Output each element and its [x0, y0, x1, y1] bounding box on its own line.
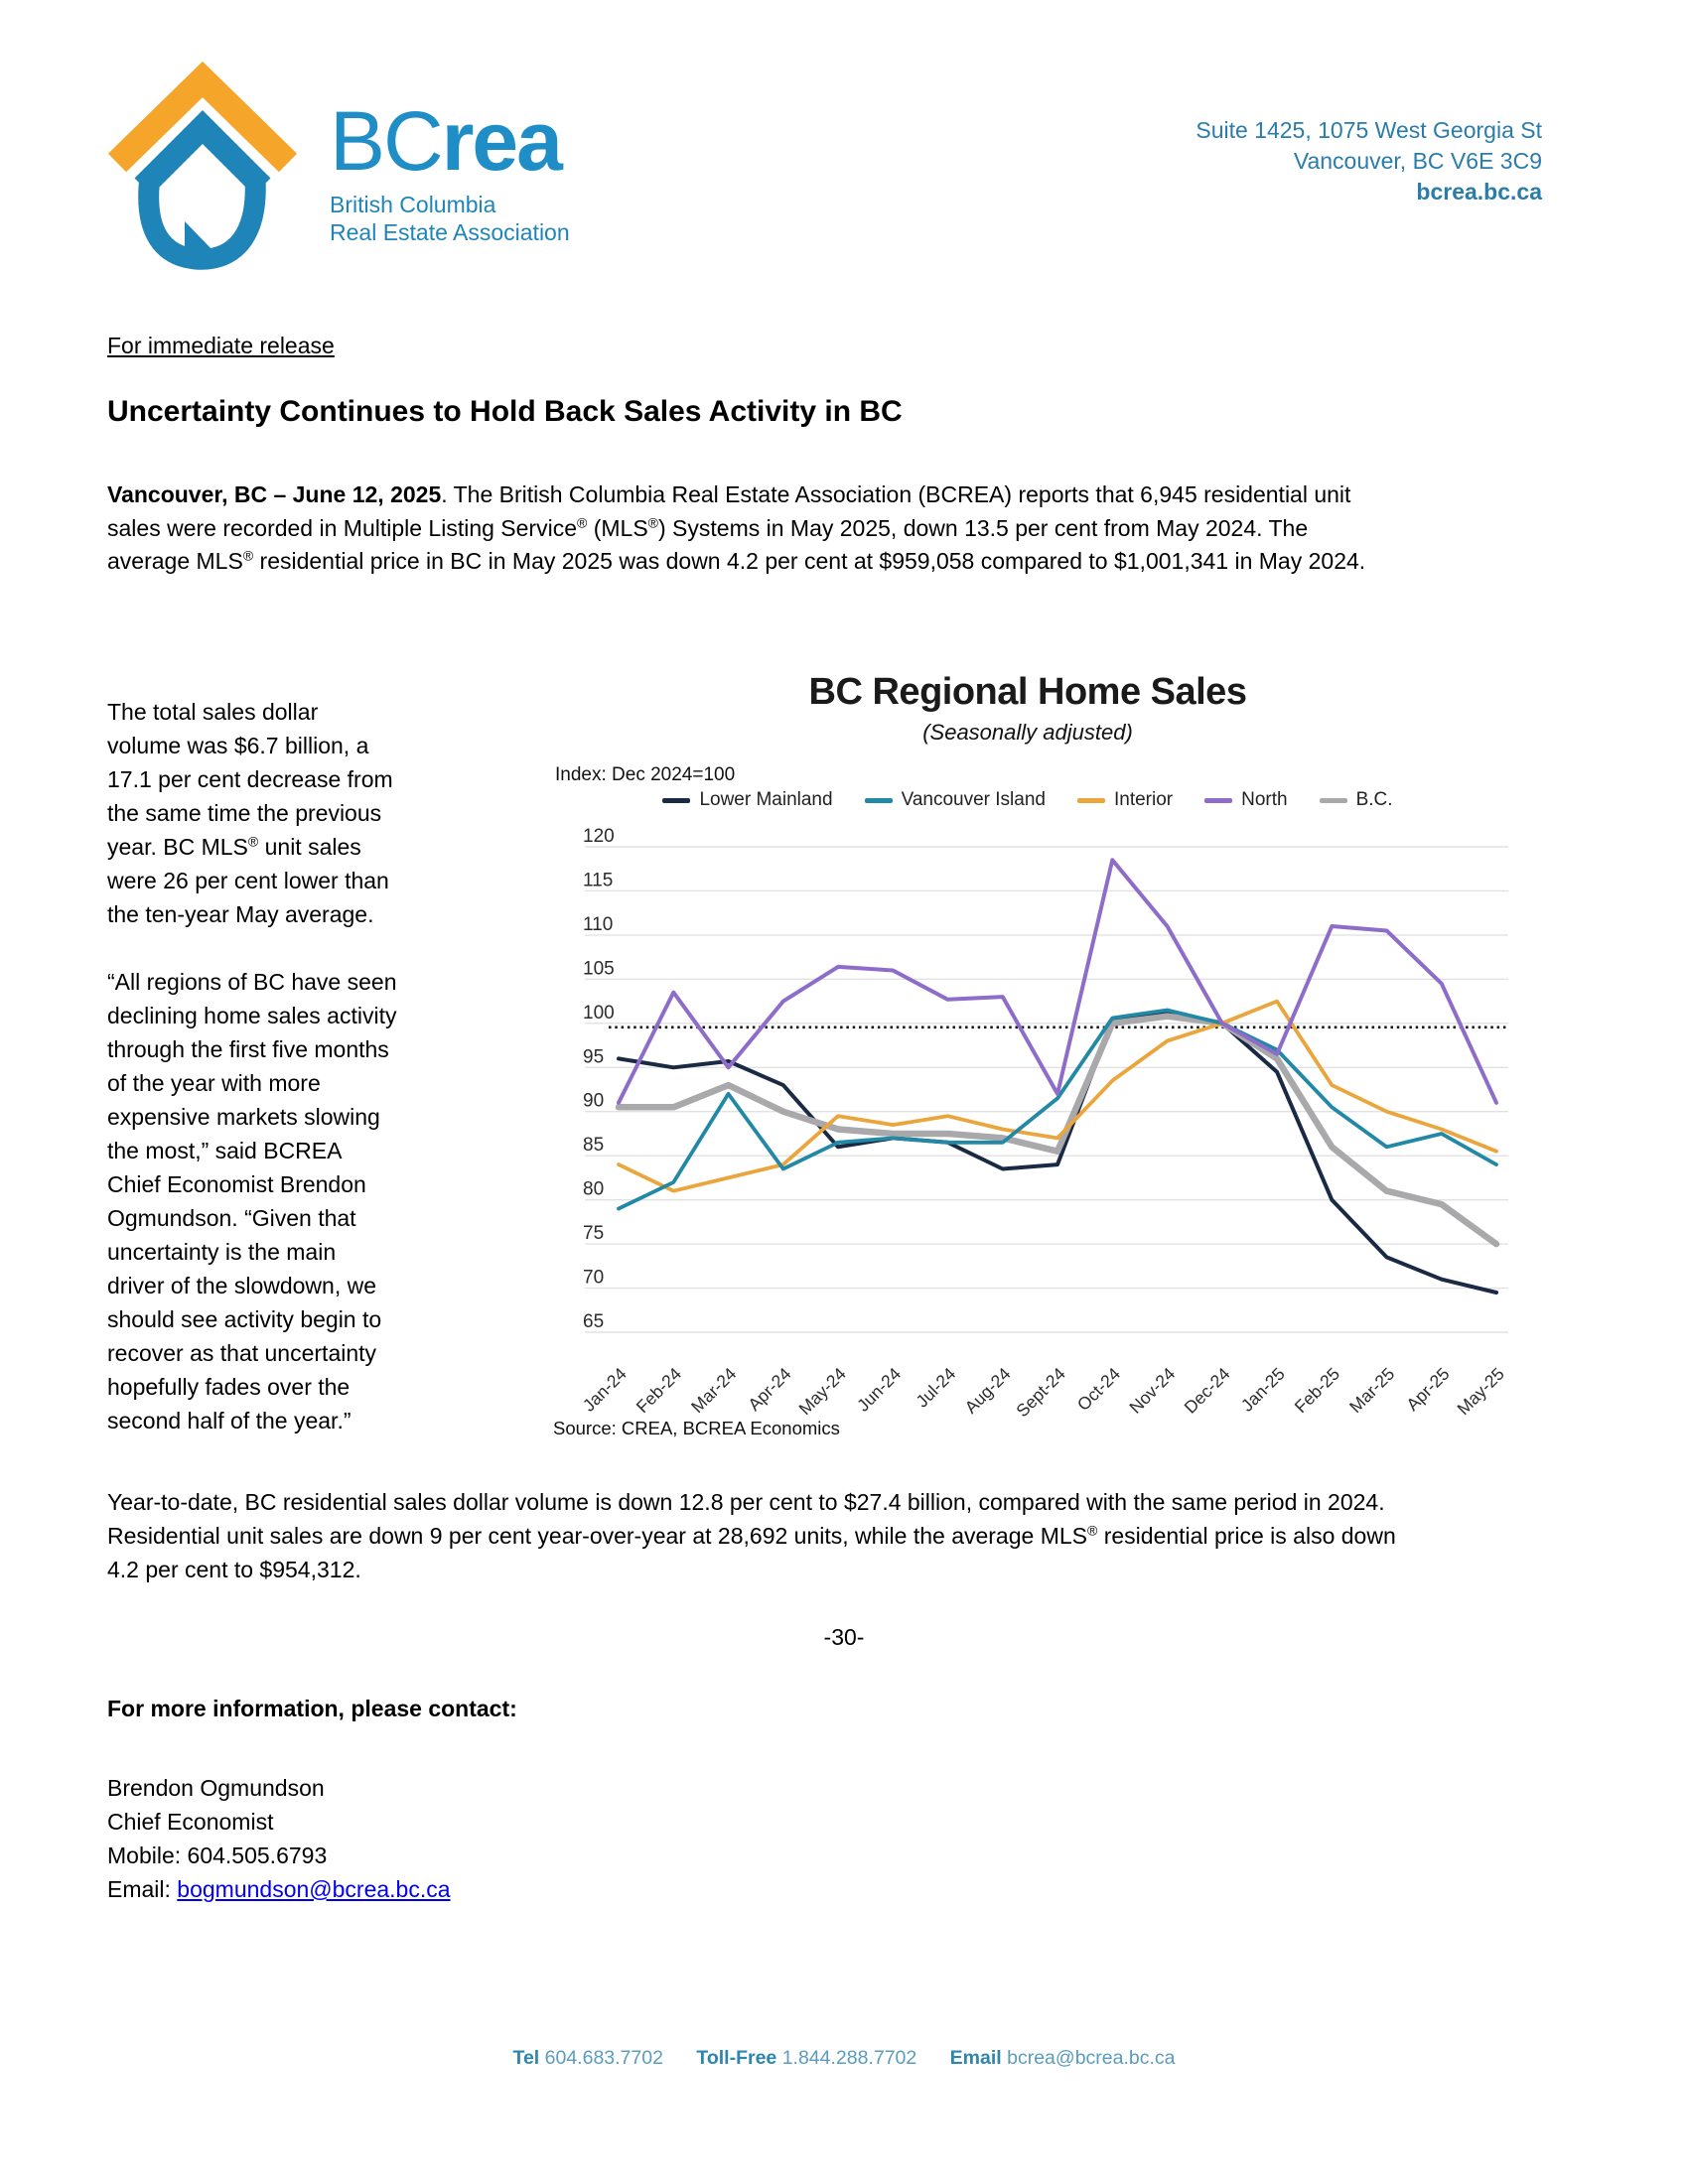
bcrea-logo-text: BCrea British Columbia Real Estate Assoc… [330, 58, 570, 246]
address-line1: Suite 1425, 1075 West Georgia St [1196, 117, 1542, 143]
svg-text:Nov-24: Nov-24 [1125, 1364, 1179, 1418]
legend-label: B.C. [1355, 789, 1393, 810]
legend-label: Vancouver Island [901, 789, 1046, 810]
svg-text:65: 65 [583, 1311, 604, 1332]
headline: Uncertainty Continues to Hold Back Sales… [107, 395, 903, 428]
legend-label: North [1241, 789, 1288, 810]
svg-text:Feb-24: Feb-24 [633, 1364, 686, 1418]
legend-dash-icon [662, 797, 691, 803]
svg-text:Jun-24: Jun-24 [853, 1364, 905, 1416]
volume-paragraph: The total sales dollar volume was $6.7 b… [107, 699, 393, 927]
legend-label: Interior [1113, 789, 1174, 810]
release-label: For immediate release [107, 333, 335, 358]
svg-text:Oct-24: Oct-24 [1073, 1364, 1124, 1415]
legend-item-lower-mainland: Lower Mainland [662, 789, 833, 811]
address-line2: Vancouver, BC V6E 3C9 [1293, 148, 1542, 174]
svg-text:100: 100 [583, 1003, 615, 1024]
contact-mobile: Mobile: 604.505.6793 [107, 1843, 328, 1868]
source-note: Source: CREA, BCREA Economics [553, 1418, 840, 1438]
contact-name: Brendon Ogmundson [107, 1775, 325, 1801]
header-address: Suite 1425, 1075 West Georgia St Vancouv… [1196, 115, 1542, 207]
svg-text:Feb-25: Feb-25 [1291, 1364, 1343, 1417]
svg-text:Dec-24: Dec-24 [1181, 1364, 1234, 1418]
legend-label: Lower Mainland [699, 789, 833, 810]
legend-dash-icon [1076, 797, 1105, 803]
svg-text:95: 95 [583, 1046, 604, 1067]
svg-text:Sept-24: Sept-24 [1012, 1364, 1069, 1422]
svg-text:Mar-25: Mar-25 [1345, 1364, 1398, 1417]
footer-tel: Tel 604.683.7702 [512, 2047, 663, 2069]
legend-dash-icon [1204, 797, 1233, 803]
svg-text:Jul-24: Jul-24 [912, 1364, 959, 1412]
svg-text:Aug-24: Aug-24 [961, 1364, 1015, 1418]
end-mark: -30- [823, 1624, 865, 1650]
regional-home-sales-chart: BC Regional Home Sales (Seasonally adjus… [541, 671, 1514, 1438]
chart-legend: Lower Mainland Vancouver Island Interior No… [541, 789, 1514, 811]
svg-text:Jan-25: Jan-25 [1237, 1364, 1289, 1416]
contact-heading: For more information, please contact: [107, 1696, 517, 1721]
legend-item-interior: Interior [1076, 789, 1174, 811]
svg-text:Apr-25: Apr-25 [1402, 1364, 1453, 1415]
svg-text:110: 110 [583, 914, 613, 935]
page-footer: Tel 604.683.7702 Toll-Free 1.844.288.770… [0, 2047, 1688, 2070]
svg-text:Apr-24: Apr-24 [744, 1364, 794, 1415]
legend-dash-icon [864, 797, 893, 803]
left-column: The total sales dollar volume was $6.7 b… [107, 695, 397, 1437]
svg-text:Jan-24: Jan-24 [579, 1364, 631, 1416]
index-note: Index: Dec 2024=100 [555, 764, 736, 785]
contact-title: Chief Economist [107, 1809, 274, 1835]
svg-text:115: 115 [583, 870, 613, 890]
svg-text:70: 70 [583, 1268, 604, 1289]
svg-text:90: 90 [583, 1091, 604, 1112]
svg-text:Mar-24: Mar-24 [687, 1364, 741, 1418]
svg-text:80: 80 [583, 1179, 604, 1200]
svg-text:85: 85 [583, 1135, 604, 1156]
footer-email[interactable]: Email bcrea@bcrea.bc.ca [949, 2047, 1176, 2069]
logo-brand: BCrea [330, 94, 563, 188]
bcrea-logo: BCrea British Columbia Real Estate Assoc… [103, 58, 570, 271]
contact-block: Brendon Ogmundson Chief Economist Mobile… [107, 1771, 451, 1906]
website-link[interactable]: bcrea.bc.ca [1416, 179, 1542, 205]
chart-subtitle: (Seasonally adjusted) [922, 720, 1133, 745]
svg-text:105: 105 [583, 958, 615, 979]
legend-dash-icon [1319, 797, 1347, 803]
svg-text:120: 120 [583, 826, 615, 847]
quote-paragraph: “All regions of BC have seen declining h… [107, 969, 397, 1433]
legend-item-b-c-: B.C. [1319, 789, 1393, 811]
lead-paragraph: Vancouver, BC – June 12, 2025. The Briti… [107, 481, 1366, 574]
ytd-paragraph: Year-to-date, BC residential sales dolla… [107, 1489, 1396, 1582]
svg-text:75: 75 [583, 1223, 604, 1244]
legend-item-north: North [1204, 789, 1288, 811]
svg-text:May-25: May-25 [1453, 1364, 1507, 1419]
bcrea-house-icon [107, 61, 298, 270]
contact-email-link[interactable]: bogmundson@bcrea.bc.ca [177, 1876, 451, 1902]
svg-text:May-24: May-24 [794, 1364, 850, 1420]
logo-subtitle: British Columbia Real Estate Association [330, 192, 570, 245]
footer-tollfree: Toll-Free 1.844.288.7702 [696, 2047, 917, 2069]
legend-item-vancouver-island: Vancouver Island [864, 789, 1046, 811]
contact-email-line: Email: bogmundson@bcrea.bc.ca [107, 1876, 451, 1902]
chart-title: BC Regional Home Sales [808, 671, 1247, 713]
